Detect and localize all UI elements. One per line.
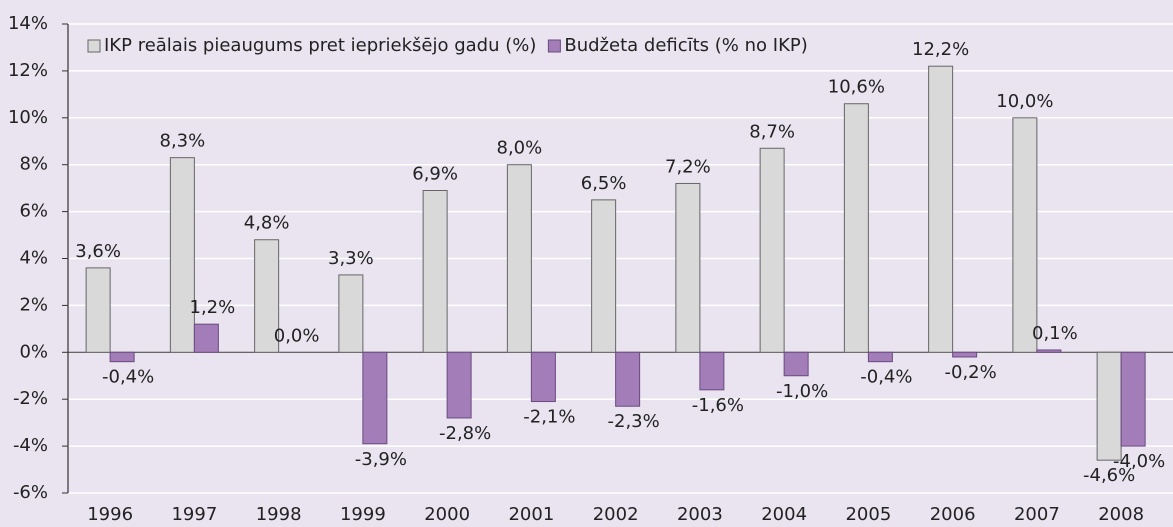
x-tick-label: 1996 bbox=[87, 504, 133, 525]
bar bbox=[759, 147, 785, 353]
bar bbox=[1096, 351, 1122, 461]
data-label: -2,1% bbox=[523, 407, 575, 428]
x-tick-label: 2007 bbox=[1014, 504, 1060, 525]
bar bbox=[675, 182, 701, 353]
data-label: 6,9% bbox=[412, 163, 458, 184]
data-label: -0,2% bbox=[945, 362, 997, 383]
bar bbox=[1012, 117, 1038, 353]
x-tick-label: 2003 bbox=[677, 504, 723, 525]
x-tick-label: 2008 bbox=[1098, 504, 1144, 525]
bar bbox=[867, 351, 893, 363]
bar bbox=[530, 351, 556, 403]
bar bbox=[446, 351, 472, 419]
x-tick-label: 2001 bbox=[508, 504, 554, 525]
y-tick-label: 0% bbox=[19, 341, 48, 362]
y-tick-label: 12% bbox=[8, 60, 48, 81]
x-tick-label: 2000 bbox=[424, 504, 470, 525]
x-tick-label: 2005 bbox=[845, 504, 891, 525]
legend-swatch bbox=[87, 39, 101, 53]
data-label: 7,2% bbox=[665, 156, 711, 177]
x-tick-label: 2006 bbox=[930, 504, 976, 525]
bar bbox=[506, 164, 532, 353]
data-label: -1,0% bbox=[776, 381, 828, 402]
legend-swatch bbox=[547, 39, 561, 53]
bar bbox=[193, 323, 219, 353]
data-label: 8,0% bbox=[497, 138, 543, 159]
y-tick-label: -6% bbox=[13, 482, 48, 503]
x-tick-label: 2004 bbox=[761, 504, 807, 525]
bar bbox=[1036, 349, 1062, 353]
bar bbox=[843, 103, 869, 353]
bar bbox=[1120, 351, 1146, 447]
x-tick-label: 2002 bbox=[593, 504, 639, 525]
bar bbox=[952, 351, 978, 358]
y-tick-label: 4% bbox=[19, 248, 48, 269]
y-tick-label: -4% bbox=[13, 435, 48, 456]
legend-label: IKP reālais pieaugums pret iepriekšējo g… bbox=[104, 35, 536, 56]
data-label: 1,2% bbox=[190, 297, 236, 318]
data-label: -4,0% bbox=[1113, 451, 1165, 472]
data-label: 8,7% bbox=[749, 121, 795, 142]
data-label: -1,6% bbox=[692, 395, 744, 416]
bar bbox=[169, 157, 195, 353]
data-label: 8,3% bbox=[160, 131, 206, 152]
bar bbox=[591, 199, 617, 353]
bar bbox=[615, 351, 641, 407]
bar bbox=[254, 239, 280, 353]
bar bbox=[338, 274, 364, 353]
x-tick-label: 1999 bbox=[340, 504, 386, 525]
data-label: 10,6% bbox=[828, 77, 885, 98]
y-tick-label: 8% bbox=[19, 154, 48, 175]
bar bbox=[928, 65, 954, 353]
data-label: -2,8% bbox=[439, 423, 491, 444]
y-tick-label: 2% bbox=[19, 294, 48, 315]
data-label: 0,1% bbox=[1032, 323, 1078, 344]
y-tick-label: 6% bbox=[19, 201, 48, 222]
data-label: 12,2% bbox=[912, 39, 969, 60]
y-tick-label: 10% bbox=[8, 107, 48, 128]
bar bbox=[362, 351, 388, 445]
x-tick-label: 1998 bbox=[256, 504, 302, 525]
data-label: -0,4% bbox=[102, 367, 154, 388]
data-label: -3,9% bbox=[355, 449, 407, 470]
data-label: 6,5% bbox=[581, 173, 627, 194]
data-label: 3,3% bbox=[328, 248, 374, 269]
bar bbox=[85, 267, 111, 353]
data-label: 4,8% bbox=[244, 213, 290, 234]
bar bbox=[109, 351, 135, 363]
y-tick-label: -2% bbox=[13, 388, 48, 409]
bar bbox=[422, 189, 448, 353]
data-label: -0,4% bbox=[860, 367, 912, 388]
data-label: -4,6% bbox=[1083, 465, 1135, 486]
data-label: 10,0% bbox=[996, 91, 1053, 112]
bar bbox=[699, 351, 725, 391]
data-label: -2,3% bbox=[608, 411, 660, 432]
x-tick-label: 1997 bbox=[171, 504, 217, 525]
data-label: 3,6% bbox=[75, 241, 121, 262]
data-label: 0,0% bbox=[274, 325, 320, 346]
bar bbox=[783, 351, 809, 377]
legend-label: Budžeta deficīts (% no IKP) bbox=[564, 35, 807, 56]
y-tick-label: 14% bbox=[8, 13, 48, 34]
